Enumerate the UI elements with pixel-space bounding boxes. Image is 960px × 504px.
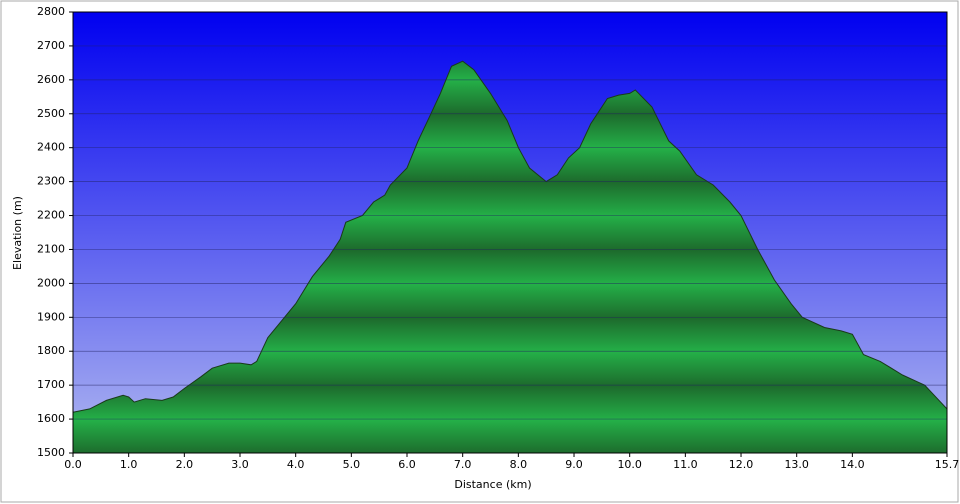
y-tick-label: 2700 — [37, 39, 65, 52]
x-tick-label: 5.0 — [343, 458, 361, 471]
y-tick-label: 2000 — [37, 276, 65, 289]
x-tick-label: 0.0 — [64, 458, 82, 471]
y-tick-label: 1800 — [37, 344, 65, 357]
x-tick-label: 6.0 — [398, 458, 416, 471]
y-tick-label: 1700 — [37, 378, 65, 391]
x-tick-label: 12.0 — [729, 458, 754, 471]
x-tick-label: 7.0 — [454, 458, 472, 471]
y-tick-label: 2200 — [37, 209, 65, 222]
x-tick-label: 9.0 — [565, 458, 583, 471]
x-tick-label: 13.0 — [784, 458, 809, 471]
x-tick-label: 1.0 — [120, 458, 138, 471]
y-tick-label: 1600 — [37, 412, 65, 425]
plot-border — [72, 11, 948, 454]
y-tick-label: 2800 — [37, 5, 65, 18]
x-tick-label: 15.7 — [935, 458, 960, 471]
x-tick-label: 4.0 — [287, 458, 305, 471]
x-tick-label: 3.0 — [231, 458, 249, 471]
y-tick-label: 2400 — [37, 141, 65, 154]
x-axis-label: Distance (km) — [454, 478, 531, 491]
y-tick-label: 1900 — [37, 310, 65, 323]
x-tick-label: 2.0 — [176, 458, 194, 471]
y-axis-label: Elevation (m) — [11, 196, 24, 270]
x-tick-label: 14.0 — [840, 458, 865, 471]
y-tick-label: 2100 — [37, 242, 65, 255]
y-tick-label: 1500 — [37, 446, 65, 459]
x-tick-label: 10.0 — [617, 458, 642, 471]
y-tick-label: 2600 — [37, 73, 65, 86]
x-tick-label: 11.0 — [673, 458, 698, 471]
elevation-area — [72, 60, 948, 454]
x-tick-label: 8.0 — [510, 458, 528, 471]
y-tick-label: 2300 — [37, 175, 65, 188]
y-tick-label: 2500 — [37, 107, 65, 120]
